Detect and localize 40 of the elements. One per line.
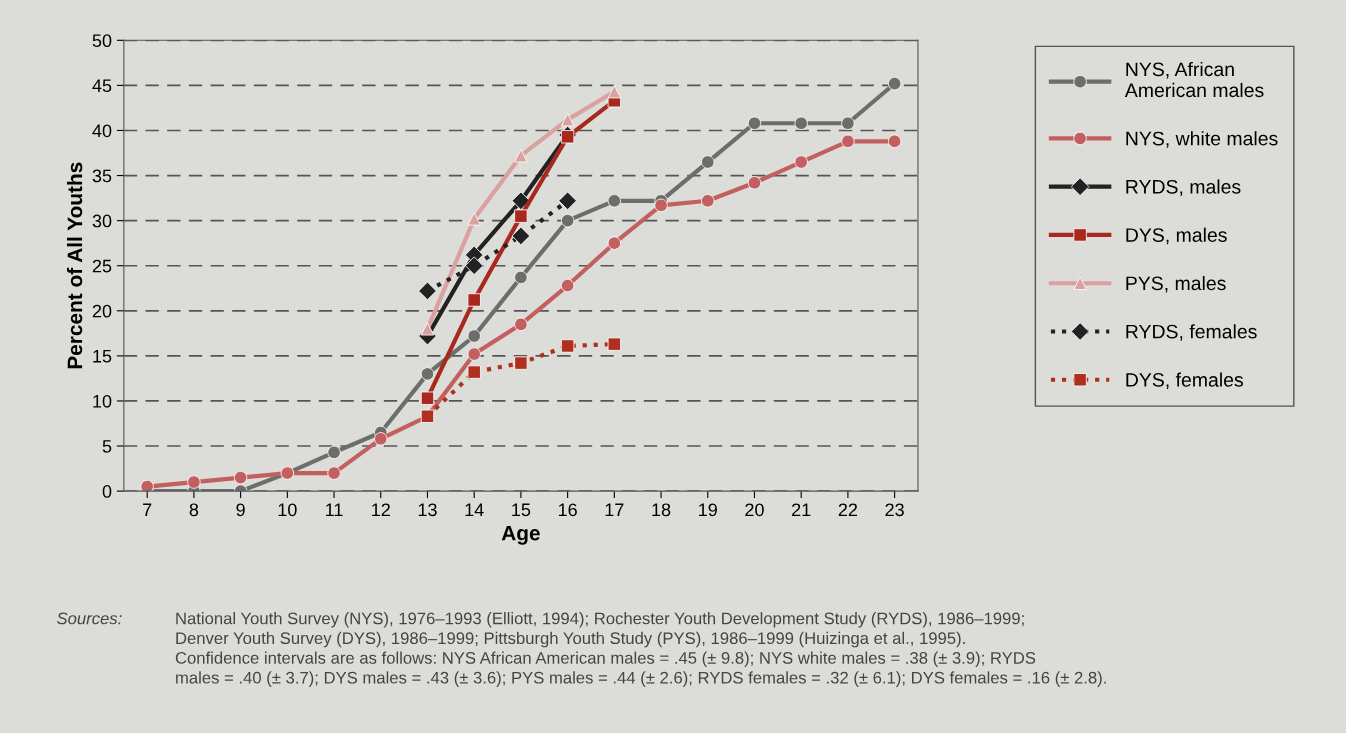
x-tick-label: 16 <box>558 503 577 517</box>
legend-label: PYS, males <box>1126 275 1226 293</box>
x-tick-label: 15 <box>512 503 531 517</box>
x-tick-label: 12 <box>372 503 390 516</box>
y-tick-label: 30 <box>92 214 112 228</box>
x-tick-label: 9 <box>236 503 245 517</box>
legend-label: DYS, males <box>1126 227 1227 245</box>
y-tick-label: 15 <box>93 349 112 363</box>
x-tick-label: 17 <box>605 503 624 516</box>
y-tick-label: 20 <box>92 304 112 318</box>
legend-label: RYDS, males <box>1126 179 1241 196</box>
text: National Youth Survey (NYS), 1976–1993 (Elliott, 1994); Rochester Youth Development Study (RYDS), 1986–1999; Denver Youth Survey (DYS), 1986–1999; Pittsburgh Youth Study (PYS), 1986–1999 (Huizinga et al., 1995). Confidence intervals are as follows: NYS African American males = .45 (± 9.8); NYS white males = .38 (± 3.9); RYDS males = .40 (± 3.7); DYS males = .43 (± 3.6); PYS males = .44 (± 2.6); RYDS females = .32 (± 6.1); DYS females = .16 (± 2.8). <box>175 612 1106 687</box>
x-tick-label: 10 <box>278 503 297 517</box>
y-tick-label: 35 <box>92 169 112 183</box>
x-tick-label: 18 <box>652 503 671 517</box>
x-tick-label: 22 <box>838 503 858 516</box>
x-tick-label: 8 <box>189 503 199 517</box>
y-tick-label: 0 <box>102 485 112 498</box>
legend-label: RYDS, females <box>1126 324 1257 341</box>
y-tick-label: 45 <box>92 79 112 93</box>
x-tick-label: 19 <box>699 503 717 517</box>
y-tick-label: 5 <box>102 440 112 453</box>
y-axis-title: Percent of All Youths <box>66 162 83 369</box>
y-tick-label: 40 <box>92 124 112 138</box>
y-tick-label: 25 <box>92 259 112 273</box>
x-axis-title: Age <box>501 525 540 545</box>
x-tick-label: 21 <box>792 503 811 516</box>
x-tick-label: 13 <box>418 503 437 517</box>
x-tick-label: 11 <box>326 503 343 516</box>
x-tick-label: 20 <box>745 503 764 517</box>
x-tick-label: 7 <box>143 503 152 516</box>
legend-label: NYS, African American males <box>1124 61 1264 98</box>
x-tick-label: 23 <box>885 503 904 517</box>
legend-label: NYS, white males <box>1126 131 1278 148</box>
source-note: Sources: <box>57 612 122 625</box>
legend-label: DYS, females <box>1126 372 1243 390</box>
point <box>418 281 437 301</box>
x-tick-label: 14 <box>465 503 484 516</box>
y-tick-label: 10 <box>93 394 112 408</box>
y-tick-label: 50 <box>92 34 112 48</box>
